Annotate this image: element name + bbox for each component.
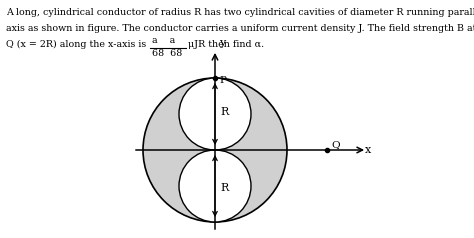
Text: P: P bbox=[219, 76, 226, 85]
Text: Q (x = 2R) along the x-axis is: Q (x = 2R) along the x-axis is bbox=[6, 40, 146, 49]
Circle shape bbox=[179, 150, 251, 222]
Circle shape bbox=[179, 78, 251, 150]
Text: A long, cylindrical conductor of radius R has two cylindrical cavities of diamet: A long, cylindrical conductor of radius … bbox=[6, 8, 474, 17]
Text: axis as shown in figure. The conductor carries a uniform current density J. The : axis as shown in figure. The conductor c… bbox=[6, 24, 474, 33]
Text: y: y bbox=[219, 38, 225, 48]
Text: a    a: a a bbox=[152, 36, 175, 45]
Text: 68  68: 68 68 bbox=[152, 49, 182, 58]
Text: Q: Q bbox=[331, 140, 340, 149]
Text: R: R bbox=[220, 183, 228, 193]
Circle shape bbox=[143, 78, 287, 222]
Text: x: x bbox=[365, 145, 371, 155]
Text: μJR then find α.: μJR then find α. bbox=[188, 40, 264, 49]
Text: R: R bbox=[220, 107, 228, 117]
